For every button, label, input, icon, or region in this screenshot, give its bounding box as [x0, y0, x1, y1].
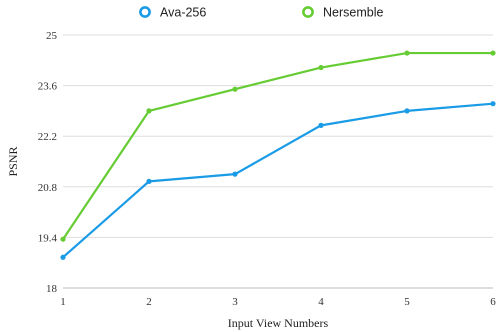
- y-tick-label: 18: [46, 283, 58, 295]
- legend: Ava-256 Nersemble: [139, 6, 383, 20]
- x-tick-label: 2: [146, 296, 152, 308]
- y-axis-label: PSNR: [6, 146, 20, 176]
- data-point: [490, 101, 496, 107]
- data-point: [490, 50, 496, 56]
- data-point: [232, 171, 238, 177]
- grid-lines: [63, 34, 493, 289]
- y-tick-labels: 18 19.4 20.8 22.2 23.6 25: [38, 30, 58, 295]
- series-1: [60, 101, 496, 260]
- y-tick-label: 20.8: [38, 182, 58, 194]
- legend-label: Nersemble: [323, 6, 383, 20]
- x-tick-label: 6: [490, 296, 496, 308]
- data-point: [318, 64, 324, 71]
- x-tick-labels: 1 2 3 4 5 6: [60, 296, 496, 308]
- y-tick-label: 22.2: [38, 131, 57, 143]
- series-line: [62, 51, 493, 240]
- x-axis-label: Input View Numbers: [228, 316, 329, 330]
- data-point: [60, 236, 66, 242]
- legend-label: Ava-256: [160, 6, 206, 20]
- data-point: [146, 108, 152, 114]
- y-tick-label: 25: [46, 30, 58, 42]
- legend-marker: [302, 6, 314, 18]
- x-tick-label: 5: [404, 296, 410, 308]
- x-tick-label: 1: [60, 296, 66, 308]
- series-lines: [60, 50, 496, 260]
- data-point: [232, 86, 238, 92]
- x-tick-label: 4: [318, 296, 324, 308]
- data-point: [146, 178, 152, 184]
- x-tick-label: 3: [232, 296, 238, 308]
- series-line: [62, 102, 494, 259]
- data-point: [318, 122, 324, 128]
- legend-marker: [139, 6, 151, 18]
- data-point: [404, 50, 410, 56]
- data-point: [60, 254, 66, 260]
- y-tick-label: 19.4: [38, 232, 58, 244]
- y-tick-label: 23.6: [38, 81, 58, 93]
- series-2: [60, 50, 496, 242]
- data-point: [404, 108, 410, 114]
